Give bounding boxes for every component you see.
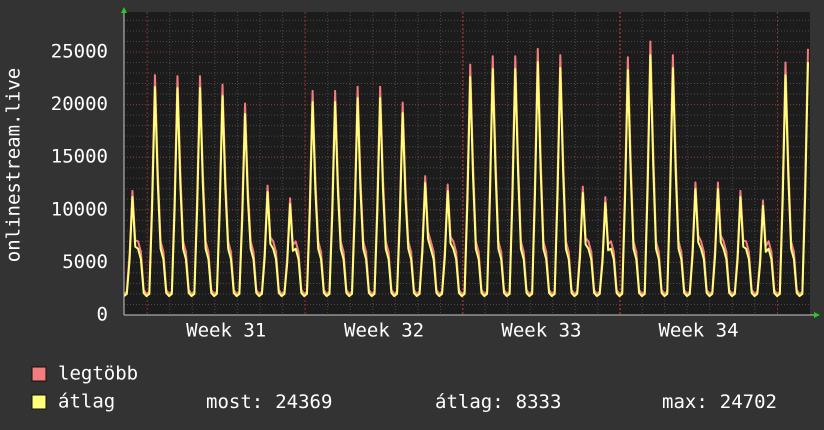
stat: max: 24702	[662, 391, 777, 413]
series-lines	[123, 40, 809, 298]
stat-value: 24702	[720, 391, 777, 413]
y-tick-label: 20000	[51, 93, 108, 115]
axes: 0 5000 10000 15000 20000 25000 Week 31 Week 32 W…	[51, 7, 820, 342]
y-tick-label: 5000	[62, 251, 108, 273]
stat-value: 24369	[275, 391, 332, 413]
stat-label: max:	[662, 391, 708, 413]
y-tick-label: 25000	[51, 40, 108, 62]
x-tick-label: Week 31	[186, 320, 266, 342]
y-axis-arrow	[121, 7, 127, 13]
plot-area	[124, 12, 810, 315]
legend-swatch	[31, 394, 47, 410]
stat-label: átlag:	[435, 391, 504, 413]
y-tick-label: 10000	[51, 198, 108, 220]
legend-swatch	[31, 366, 47, 382]
series-line	[123, 54, 809, 298]
x-tick-label: Week 34	[658, 320, 738, 342]
stat-value: 8333	[516, 391, 562, 413]
legend: legtöbb átlag most: 24369 átlag: 8333 max: 2470…	[31, 363, 777, 413]
y-tick-label: 15000	[51, 146, 108, 168]
y-tick-label: 0	[97, 304, 108, 326]
y-axis-label: onlinestream.live	[3, 68, 25, 262]
x-axis-arrow	[814, 312, 820, 318]
legend-label: átlag	[58, 391, 115, 413]
stat-label: most:	[206, 391, 263, 413]
stat: átlag: 8333	[435, 391, 561, 413]
stat: most: 24369	[206, 391, 332, 413]
x-tick-label: Week 33	[501, 320, 581, 342]
legend-label: legtöbb	[58, 363, 138, 385]
x-tick-label: Week 32	[344, 320, 424, 342]
grid	[124, 12, 810, 316]
